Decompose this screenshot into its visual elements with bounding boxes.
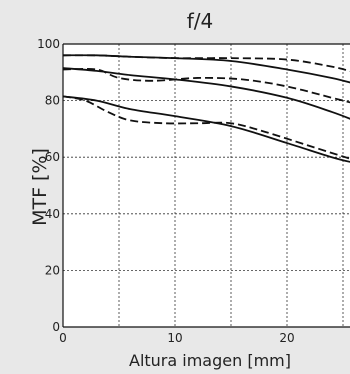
grid-lines [63,44,350,327]
y-tick-label: 100 [37,37,60,51]
x-tick-label: 20 [279,331,294,345]
y-axis-label: MTF [%] [29,148,51,226]
axes [62,43,350,328]
mtf-curve-2-dashed [62,54,350,73]
mtf-curve-3-solid [62,67,350,120]
series-group [62,54,350,163]
y-tick-label: 80 [45,94,60,108]
mtf-curve-5-solid [62,95,350,163]
mtf-curve-4-dashed [62,67,350,104]
y-tick-label: 60 [45,150,60,164]
y-tick-label: 0 [52,320,60,334]
x-tick-label: 10 [167,331,182,345]
chart-title: f/4 [187,9,214,33]
tick-labels: 0 20 40 60 80 100 0 10 20 [37,37,295,345]
plot-area [63,44,350,327]
y-tick-label: 40 [45,207,60,221]
mtf-curve-6-dashed [62,95,350,160]
x-tick-label: 0 [59,331,67,345]
x-axis-label: Altura imagen [mm] [129,351,291,370]
y-tick-label: 20 [45,263,60,277]
